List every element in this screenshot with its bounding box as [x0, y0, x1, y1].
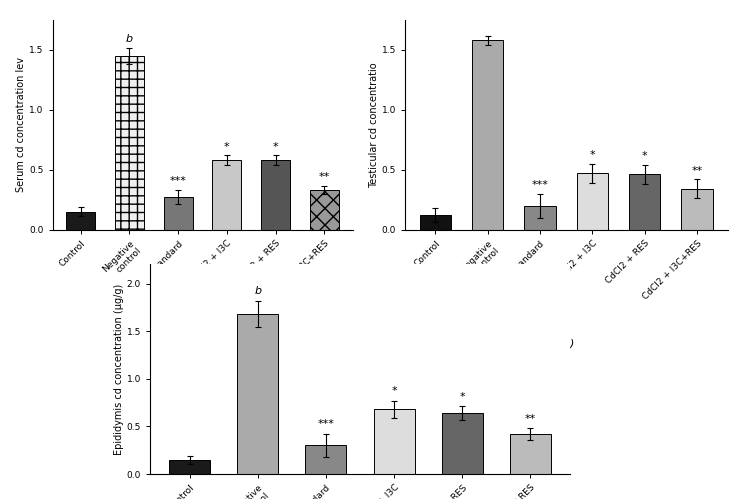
Text: (A): (A) — [194, 338, 211, 348]
Text: ***: *** — [317, 419, 334, 429]
Bar — [310, 190, 339, 230]
Y-axis label: Testicular cd concentratio: Testicular cd concentratio — [369, 62, 379, 188]
Text: (B): (B) — [558, 338, 574, 348]
Bar — [237, 314, 278, 474]
Bar — [577, 173, 608, 230]
Bar — [472, 40, 503, 230]
Bar — [305, 446, 347, 474]
Bar — [510, 434, 551, 474]
Bar — [682, 189, 712, 230]
Bar — [629, 175, 661, 230]
Text: *: * — [590, 150, 596, 160]
Text: *: * — [460, 392, 465, 402]
Y-axis label: Epididymis cd concentration (μg/g): Epididymis cd concentration (μg/g) — [114, 283, 124, 455]
Bar — [420, 215, 451, 230]
Text: ***: *** — [170, 177, 187, 187]
Y-axis label: Serum cd concentration lev: Serum cd concentration lev — [16, 57, 26, 192]
Bar — [212, 160, 242, 230]
Text: *: * — [642, 151, 647, 161]
Text: **: ** — [319, 172, 330, 182]
Bar — [524, 206, 556, 230]
Text: ***: *** — [532, 180, 548, 190]
Text: **: ** — [692, 166, 703, 176]
Bar — [169, 460, 210, 474]
Text: *: * — [273, 142, 278, 152]
Text: b: b — [126, 34, 133, 44]
Bar — [442, 413, 483, 474]
Text: *: * — [392, 386, 397, 396]
Text: **: ** — [525, 414, 536, 424]
Bar — [66, 212, 95, 230]
Text: *: * — [224, 142, 230, 152]
Bar — [164, 197, 193, 230]
Bar — [374, 409, 415, 474]
Text: b: b — [254, 286, 261, 296]
Bar — [261, 160, 290, 230]
Bar — [115, 56, 144, 230]
